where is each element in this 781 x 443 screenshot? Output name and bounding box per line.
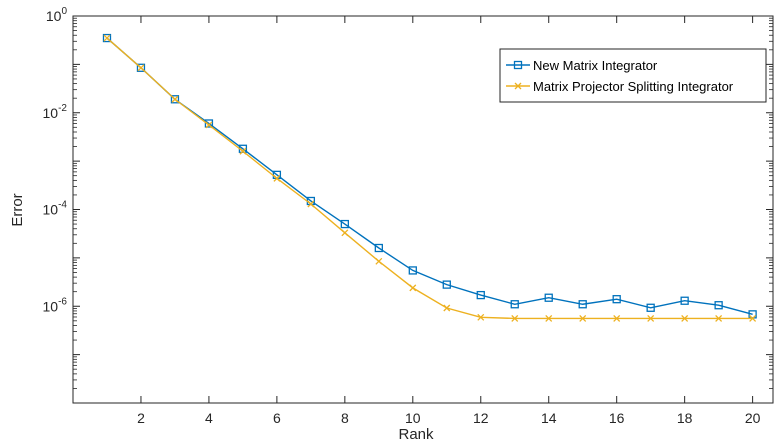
legend-item-1: New Matrix Integrator	[506, 58, 658, 73]
data-point-x	[647, 314, 655, 322]
x-tick-label: 20	[745, 410, 761, 426]
data-point-x	[681, 314, 689, 322]
data-point-x	[307, 200, 315, 208]
data-point-x	[273, 174, 281, 182]
x-tick-label: 8	[341, 410, 349, 426]
data-point-x	[613, 314, 621, 322]
x-tick-label: 4	[205, 410, 213, 426]
data-point-square	[578, 300, 587, 309]
series-line	[106, 37, 753, 316]
legend-label: Matrix Projector Splitting Integrator	[533, 79, 734, 94]
x-axis-label: Rank	[398, 426, 434, 443]
x-tick-label: 18	[677, 410, 693, 426]
data-point-square	[544, 293, 553, 302]
y-tick-label: 100	[46, 6, 68, 24]
series-2	[103, 34, 757, 322]
data-point-x	[205, 121, 213, 129]
data-point-square	[510, 300, 519, 309]
series-line	[106, 37, 753, 320]
x-tick-label: 6	[273, 410, 281, 426]
data-point-square	[442, 280, 451, 289]
legend-marker-square	[513, 60, 523, 70]
y-tick-label: 10-4	[43, 200, 68, 218]
legend: New Matrix Integrator Matrix Projector Sp…	[499, 48, 767, 103]
data-point-x	[341, 229, 349, 237]
x-tick-label: 10	[405, 410, 421, 426]
y-axis-label: Error	[9, 193, 26, 226]
x-tick-label: 2	[137, 410, 145, 426]
y-tick-label: 10-2	[43, 103, 68, 121]
data-point-square	[170, 95, 180, 104]
data-point-square	[646, 303, 655, 312]
data-point-square	[340, 219, 349, 229]
data-point-x	[749, 314, 757, 322]
data-point-square	[408, 266, 417, 275]
data-point-x	[579, 314, 587, 322]
legend-label: New Matrix Integrator	[533, 58, 658, 73]
series-group	[102, 33, 757, 322]
data-point-x	[171, 95, 179, 103]
data-point-x	[511, 314, 519, 322]
data-point-square	[136, 63, 146, 72]
data-point-x	[239, 147, 247, 155]
data-point-square	[680, 296, 689, 305]
legend-box	[499, 48, 767, 103]
data-point-square	[476, 290, 485, 300]
data-point-x	[477, 313, 485, 321]
x-tick-label: 16	[609, 410, 625, 426]
data-point-x	[715, 314, 723, 322]
data-point-square	[374, 243, 383, 253]
data-point-square	[714, 301, 723, 310]
x-tick-label: 14	[541, 410, 557, 426]
x-tick-label: 12	[473, 410, 489, 426]
data-point-x	[409, 284, 417, 292]
data-point-x	[375, 257, 383, 265]
legend-item-2: Matrix Projector Splitting Integrator	[506, 79, 734, 94]
data-point-square	[102, 33, 112, 43]
y-tick-label: 10-6	[43, 296, 68, 314]
data-point-x	[545, 314, 553, 322]
data-point-x	[443, 304, 451, 312]
data-point-x	[103, 34, 111, 42]
data-point-x	[137, 64, 145, 72]
data-point-square	[612, 295, 621, 304]
legend-marker-x	[514, 82, 522, 90]
axis-ticks: 2 4 6 8 10 12 14 16 18 20 100 10-2 10-4 10-6	[43, 6, 773, 426]
data-point-square	[204, 119, 214, 128]
